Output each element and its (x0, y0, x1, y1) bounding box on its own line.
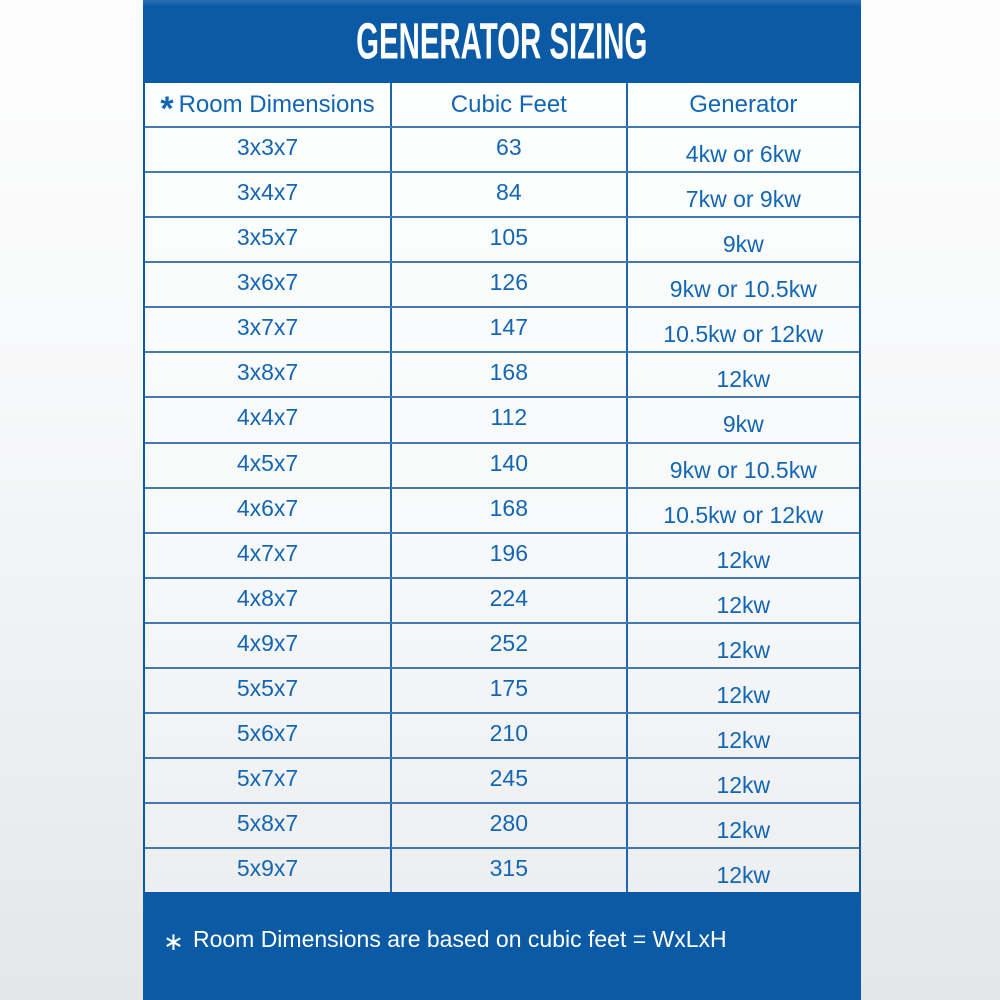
cell-generator: 4kw or 6kw (685, 141, 801, 168)
header-cubic-feet: Cubic Feet (392, 83, 628, 127)
table-row: 5x6x7 210 12kw (145, 713, 859, 759)
table-row: 4x4x7 112 9kw (145, 398, 859, 444)
header-generator: Generator (689, 90, 798, 118)
cell-generator: 9kw (722, 231, 764, 258)
cell-dimensions: 3x6x7 (145, 263, 393, 307)
cell-dimensions: 4x6x7 (145, 488, 393, 532)
cell-generator: 9kw or 10.5kw (669, 276, 817, 303)
cell-cubic-feet: 210 (392, 713, 628, 757)
table-row: 3x6x7 126 9kw or 10.5kw (145, 263, 859, 309)
cell-dimensions: 5x5x7 (145, 668, 393, 712)
cell-dimensions: 5x9x7 (145, 849, 393, 893)
cell-cubic-feet: 84 (392, 173, 628, 217)
cell-dimensions: 3x5x7 (145, 218, 393, 262)
cell-dimensions: 5x6x7 (145, 713, 393, 757)
header-room-dimensions: * Room Dimensions (145, 83, 393, 127)
cell-generator: 10.5kw or 12kw (663, 501, 824, 528)
cell-generator: 10.5kw or 12kw (663, 321, 824, 348)
cell-cubic-feet: 140 (392, 443, 628, 487)
cell-generator: 9kw (722, 411, 764, 438)
table-row: 4x8x7 224 12kw (145, 578, 859, 624)
table-row: 3x8x7 168 12kw (145, 353, 859, 399)
cell-generator: 12kw (716, 636, 771, 663)
cell-cubic-feet: 105 (392, 218, 628, 262)
cell-cubic-feet: 112 (392, 398, 628, 442)
cell-cubic-feet: 245 (392, 758, 628, 802)
title-bar: GENERATOR SIZING (143, 0, 861, 83)
cell-dimensions: 4x5x7 (145, 443, 393, 487)
cell-generator: 12kw (716, 681, 771, 708)
cell-cubic-feet: 168 (392, 488, 628, 532)
sizing-table: * Room Dimensions Cubic Feet Generator 3… (145, 83, 859, 893)
table-row: 4x5x7 140 9kw or 10.5kw (145, 443, 859, 489)
table-row: 4x7x7 196 12kw (145, 533, 859, 579)
cell-dimensions: 4x7x7 (145, 533, 393, 577)
footnote-text: Room Dimensions are based on cubic feet … (192, 926, 727, 952)
table-row: 4x9x7 252 12kw (145, 623, 859, 669)
table-row: 3x4x7 84 7kw or 9kw (145, 173, 859, 219)
table-row: 5x9x7 315 12kw (145, 849, 859, 893)
cell-dimensions: 3x8x7 (145, 353, 393, 397)
cell-dimensions: 3x7x7 (145, 308, 393, 352)
cell-dimensions: 4x9x7 (145, 623, 393, 667)
cell-generator: 12kw (716, 366, 771, 393)
table-row: 3x7x7 147 10.5kw or 12kw (145, 308, 859, 354)
table-row: 5x7x7 245 12kw (145, 758, 859, 804)
cell-cubic-feet: 280 (392, 804, 628, 848)
cell-cubic-feet: 175 (392, 668, 628, 712)
generator-sizing-panel: GENERATOR SIZING * Room Dimensions Cubic… (143, 0, 861, 1000)
table-header-row: * Room Dimensions Cubic Feet Generator (145, 83, 859, 129)
cell-cubic-feet: 168 (392, 353, 628, 397)
asterisk-icon: ∗ (163, 928, 184, 956)
cell-generator: 12kw (716, 862, 771, 889)
cell-dimensions: 3x4x7 (145, 173, 393, 217)
page-title: GENERATOR SIZING (356, 13, 648, 70)
cell-cubic-feet: 196 (392, 533, 628, 577)
cell-generator: 12kw (716, 726, 771, 753)
cell-dimensions: 5x7x7 (145, 758, 393, 802)
cell-generator: 7kw or 9kw (685, 186, 801, 213)
table-row: 3x5x7 105 9kw (145, 218, 859, 264)
cell-dimensions: 3x3x7 (145, 128, 393, 172)
cell-cubic-feet: 252 (392, 623, 628, 667)
cell-generator: 9kw or 10.5kw (669, 456, 817, 483)
cell-dimensions: 5x8x7 (145, 804, 393, 848)
cell-cubic-feet: 126 (392, 263, 628, 307)
cell-generator: 12kw (716, 817, 771, 844)
cell-generator: 12kw (716, 591, 771, 618)
cell-cubic-feet: 147 (392, 308, 628, 352)
cell-generator: 12kw (716, 771, 771, 798)
table-row: 4x6x7 168 10.5kw or 12kw (145, 488, 859, 534)
cell-cubic-feet: 224 (392, 578, 628, 622)
cell-dimensions: 4x4x7 (145, 398, 393, 442)
table-row: 5x5x7 175 12kw (145, 668, 859, 714)
cell-cubic-feet: 63 (392, 128, 628, 172)
cell-dimensions: 4x8x7 (145, 578, 393, 622)
cell-generator: 12kw (716, 546, 771, 573)
footnote-bar: ∗ Room Dimensions are based on cubic fee… (143, 892, 861, 1000)
table-row: 3x3x7 63 4kw or 6kw (145, 128, 859, 174)
table-row: 5x8x7 280 12kw (145, 804, 859, 850)
cell-cubic-feet: 315 (392, 849, 628, 893)
